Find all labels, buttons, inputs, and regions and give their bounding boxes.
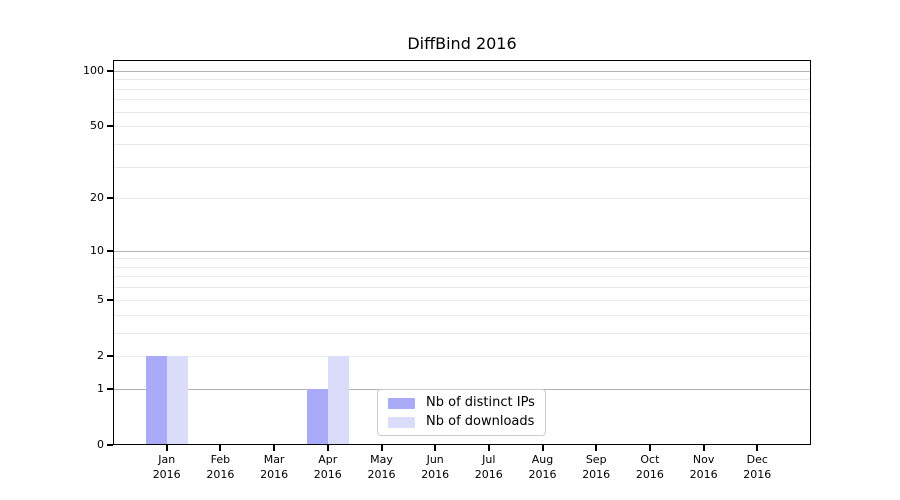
x-tick-mark [380, 445, 383, 451]
x-tick-label: Jun 2016 [421, 453, 450, 481]
x-tick-label: Mar 2016 [260, 453, 289, 481]
minor-gridline [113, 276, 811, 278]
minor-gridline [113, 126, 811, 128]
minor-gridline [113, 99, 811, 101]
bar-downloads-apr [327, 355, 349, 445]
minor-gridline [113, 111, 811, 113]
legend: Nb of distinct IPs Nb of downloads [377, 389, 546, 436]
minor-gridline [113, 314, 811, 316]
x-tick-mark [756, 445, 759, 451]
y-tick-mark [107, 298, 113, 301]
x-tick-mark [648, 445, 651, 451]
y-tick-mark [107, 444, 113, 446]
minor-gridline [113, 79, 811, 81]
x-tick-label: Aug 2016 [528, 453, 557, 481]
major-gridline [113, 70, 811, 72]
y-tick-label: 20 [90, 191, 104, 205]
bar-distinct-ips-apr [306, 388, 328, 445]
y-tick-mark [107, 249, 113, 252]
minor-gridline [113, 332, 811, 334]
legend-item-distinct-ips: Nb of distinct IPs [388, 395, 535, 411]
x-tick-label: Apr 2016 [313, 453, 342, 481]
y-tick-mark [107, 387, 113, 390]
minor-gridline [113, 355, 811, 357]
bar-distinct-ips-jan [145, 355, 167, 445]
legend-swatch-downloads [388, 416, 415, 428]
legend-label-distinct-ips: Nb of distinct IPs [426, 395, 535, 410]
y-tick-mark [107, 354, 113, 357]
y-tick-label: 100 [83, 63, 104, 77]
x-tick-label: Jan 2016 [152, 453, 181, 481]
legend-item-downloads: Nb of downloads [388, 414, 535, 430]
minor-gridline [113, 266, 811, 268]
y-tick-label: 0 [97, 438, 104, 451]
y-tick-label: 2 [97, 348, 104, 362]
y-tick-mark [107, 197, 113, 200]
y-tick-label: 5 [97, 292, 104, 306]
minor-gridline [113, 299, 811, 301]
x-tick-label: Jul 2016 [474, 453, 503, 481]
x-tick-label: Feb 2016 [206, 453, 235, 481]
x-tick-label: Oct 2016 [635, 453, 664, 481]
minor-gridline [113, 287, 811, 289]
major-gridline [113, 250, 811, 252]
minor-gridline [113, 144, 811, 145]
legend-swatch-distinct-ips [388, 397, 415, 409]
x-tick-label: Nov 2016 [689, 453, 718, 481]
x-tick-label: Sep 2016 [582, 453, 611, 481]
x-tick-mark [165, 445, 168, 451]
x-tick-mark [595, 445, 598, 451]
minor-gridline [113, 88, 811, 90]
y-tick-mark [107, 125, 113, 128]
minor-gridline [113, 198, 811, 200]
x-tick-label: May 2016 [367, 453, 396, 481]
legend-label-downloads: Nb of downloads [426, 414, 535, 429]
minor-gridline [113, 166, 811, 168]
x-tick-mark [541, 445, 544, 451]
chart-title: DiffBind 2016 [407, 34, 517, 53]
bar-downloads-jan [166, 355, 188, 445]
x-tick-mark [434, 445, 437, 451]
x-tick-mark [326, 445, 329, 451]
x-tick-mark [487, 445, 490, 451]
y-tick-label: 1 [97, 381, 104, 395]
x-tick-mark [702, 445, 705, 451]
y-tick-label: 50 [90, 119, 104, 133]
minor-gridline [113, 258, 811, 260]
y-tick-mark [107, 69, 113, 72]
x-tick-mark [273, 445, 276, 451]
x-tick-label: Dec 2016 [743, 453, 772, 481]
y-tick-label: 10 [90, 243, 104, 257]
x-tick-mark [219, 445, 222, 451]
